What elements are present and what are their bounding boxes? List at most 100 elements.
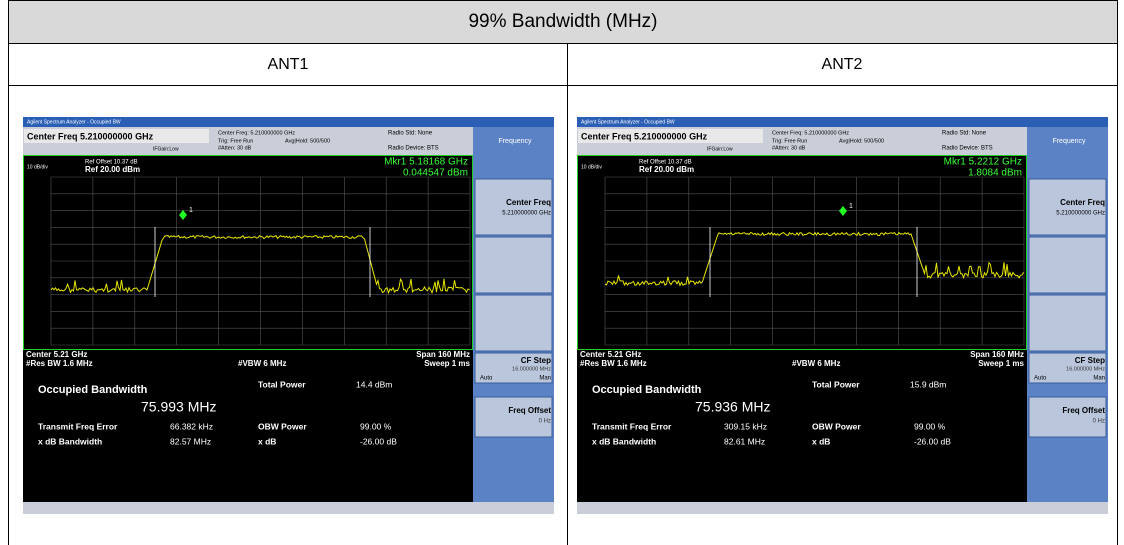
screen-text: Freq Offset <box>508 406 551 415</box>
screen-text: 16.000000 MHz <box>1066 366 1105 372</box>
softkey <box>1028 396 1107 438</box>
screen-text: 0 Hz <box>539 419 551 425</box>
screen-text: Total Power <box>812 379 860 389</box>
screen-text: Center Freq 5.210000000 GHz <box>27 131 154 141</box>
screen-text: Center Freq <box>1060 198 1105 207</box>
screen-text: Auto <box>1034 376 1047 382</box>
screen-text: Ref 20.00 dBm <box>85 165 140 174</box>
graph-frame <box>577 155 1027 350</box>
screen-text: #VBW 6 MHz <box>792 359 840 368</box>
softkey <box>1028 352 1107 384</box>
screen-text: 309.15 kHz <box>724 421 767 431</box>
title-bar <box>577 117 1108 127</box>
freq-box <box>578 129 763 143</box>
trace <box>50 234 470 295</box>
softkey <box>474 178 553 236</box>
title-bar <box>23 117 554 127</box>
screen-text: Span 160 MHz <box>416 350 470 359</box>
screen-text: Trig: Free Run <box>218 138 253 144</box>
status-bar <box>577 502 1108 514</box>
screen-text: Center 5.21 GHz <box>26 350 87 359</box>
table-title: 99% Bandwidth (MHz) <box>468 11 657 32</box>
screen-text: Ref 20.00 dBm <box>639 165 694 174</box>
screen-text: 0.044547 dBm <box>403 168 468 179</box>
screen-text: 1.8084 dBm <box>968 168 1022 179</box>
softkey <box>1028 236 1107 294</box>
softkey <box>474 294 553 352</box>
screen-text: Radio Device: BTS <box>388 146 439 152</box>
screen-text: 75.993 MHz <box>141 399 216 415</box>
softkey <box>1028 294 1107 352</box>
screen-text: 66.382 kHz <box>170 421 213 431</box>
screen-text: Ref Offset 10.37 dB <box>85 160 138 166</box>
screen-text: Agilent Spectrum Analyzer - Occupied BW <box>27 119 121 125</box>
screen-text: 15.9 dBm <box>910 379 946 389</box>
screen-text: Center 5.21 GHz <box>580 350 641 359</box>
trace <box>604 231 1024 287</box>
screen-text: Transmit Freq Error <box>38 421 118 431</box>
analyzer-screenshot: 1 Agilent Spectrum Analyzer - Occupied BW… <box>23 117 554 514</box>
screen-text: 99.00 % <box>360 421 392 431</box>
marker <box>179 210 187 220</box>
screen-text: -26.00 dB <box>360 436 397 446</box>
screen-text: OBW Power <box>812 421 861 431</box>
screen-text: #VBW 6 MHz <box>238 359 286 368</box>
softkey <box>1028 178 1107 236</box>
screen-text: Frequency <box>498 138 532 145</box>
column-header: ANT2 <box>822 56 863 73</box>
screen-text: #Res BW 1.6 MHz <box>26 359 93 368</box>
screen-text: 14.4 dBm <box>356 379 392 389</box>
screen-text: 5.210000000 GHz <box>1056 211 1105 217</box>
screen-text: Frequency <box>1052 138 1086 145</box>
marker <box>839 206 847 216</box>
screen-text: Radio Std: None <box>388 131 433 137</box>
screen-text: Agilent Spectrum Analyzer - Occupied BW <box>581 119 675 125</box>
softkey <box>474 236 553 294</box>
status-bar <box>23 502 554 514</box>
screen-text: Center Freq: 5.210000000 GHz <box>218 130 295 136</box>
freq-box <box>24 129 209 143</box>
screen-text: OBW Power <box>258 421 307 431</box>
graph-frame <box>23 155 473 350</box>
screen-text: Sweep 1 ms <box>978 359 1024 368</box>
screen-text: -26.00 dB <box>914 436 951 446</box>
screen-text: Ref Offset 10.37 dB <box>639 160 692 166</box>
screen-text: Transmit Freq Error <box>592 421 672 431</box>
screen-text: x dB Bandwidth <box>38 436 102 446</box>
screen-text: Radio Std: None <box>942 131 987 137</box>
screen-text: 75.936 MHz <box>695 399 770 415</box>
marker-label: 1 <box>849 203 853 210</box>
screen-text: IFGain:Low <box>707 146 733 152</box>
screen-text: 99.00 % <box>914 421 946 431</box>
screen-text: 5.210000000 GHz <box>502 211 551 217</box>
screen-text: Radio Device: BTS <box>942 146 993 152</box>
screen-text: Mkr1 5.2212 GHz <box>944 157 1022 168</box>
title-row <box>8 0 1118 44</box>
screen-text: Occupied Bandwidth <box>592 384 702 396</box>
screen-text: Center Freq 5.210000000 GHz <box>581 131 708 141</box>
screen-text: Mkr1 5.18168 GHz <box>384 157 468 168</box>
softkey <box>474 352 553 384</box>
screen-text: #Res BW 1.6 MHz <box>580 359 647 368</box>
screen-text: x dB <box>812 436 830 446</box>
screen-text: Center Freq: 5.210000000 GHz <box>772 130 849 136</box>
screen-text: 82.61 MHz <box>724 436 765 446</box>
screen-text: 16.000000 MHz <box>512 366 551 372</box>
screen-text: x dB <box>258 436 276 446</box>
screen-text: Occupied Bandwidth <box>38 384 148 396</box>
screen-text: Span 160 MHz <box>970 350 1024 359</box>
column-header: ANT1 <box>268 56 309 73</box>
screen-text: Freq Offset <box>1062 406 1105 415</box>
screen-text: CF Step <box>1075 356 1105 365</box>
screen-text: CF Step <box>521 356 551 365</box>
screen-text: Total Power <box>258 379 306 389</box>
marker-label: 1 <box>189 207 193 214</box>
screen-text: Man <box>539 376 551 382</box>
screen-text: 10 dB/div <box>27 164 48 170</box>
screen-text: Avg|Hold: 500/500 <box>285 138 330 144</box>
screen-text: 0 Hz <box>1093 419 1105 425</box>
screen-text: x dB Bandwidth <box>592 436 656 446</box>
screen-text: 82.57 MHz <box>170 436 211 446</box>
screen-text: IFGain:Low <box>153 146 179 152</box>
